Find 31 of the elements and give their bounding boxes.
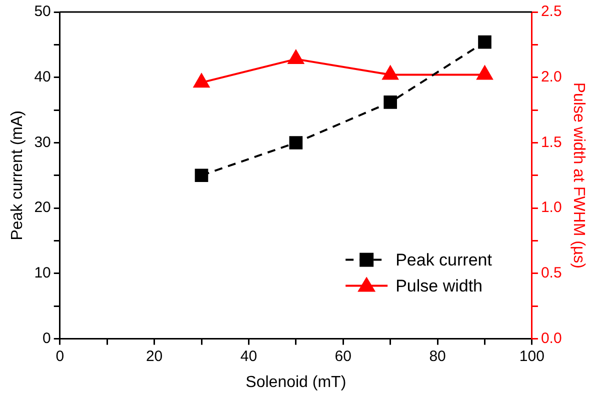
y2-axis-title: Pulse width at FWHM (µs) xyxy=(570,82,587,268)
x-tick-label: 20 xyxy=(146,348,163,365)
legend-label: Peak current xyxy=(396,250,492,270)
y-tick-label: 10 xyxy=(34,264,51,282)
point xyxy=(384,96,397,109)
y2-tick-label: 0.0 xyxy=(540,330,562,347)
y-tick-label: 30 xyxy=(34,134,51,151)
point xyxy=(382,66,398,80)
y2-tick-label: 0.5 xyxy=(540,264,562,282)
x-axis-title: Solenoid (mT) xyxy=(246,374,346,391)
legend-label: Pulse width xyxy=(396,276,483,296)
point xyxy=(478,35,492,49)
y2-tick-label: 1.5 xyxy=(540,134,562,151)
point xyxy=(289,136,303,150)
y2-tick-label: 1.0 xyxy=(540,199,562,216)
y2-tick-label: 2.0 xyxy=(540,68,562,86)
x-tick-label: 0 xyxy=(56,348,64,365)
point xyxy=(194,168,208,182)
y-tick-label: 50 xyxy=(34,3,51,20)
point xyxy=(476,66,493,80)
x-tick-label: 40 xyxy=(240,348,258,365)
point xyxy=(194,74,210,88)
y-tick-label: 20 xyxy=(34,199,51,216)
x-tick-label: 100 xyxy=(519,348,544,365)
x-tick-label: 80 xyxy=(429,348,446,365)
y-axis-title: Peak current (mA) xyxy=(9,110,26,240)
y-tick-label: 40 xyxy=(34,68,51,86)
y2-tick-label: 2.5 xyxy=(540,3,562,20)
point xyxy=(288,50,304,64)
y-tick-label: 0 xyxy=(42,330,51,347)
x-tick-label: 60 xyxy=(334,348,352,365)
